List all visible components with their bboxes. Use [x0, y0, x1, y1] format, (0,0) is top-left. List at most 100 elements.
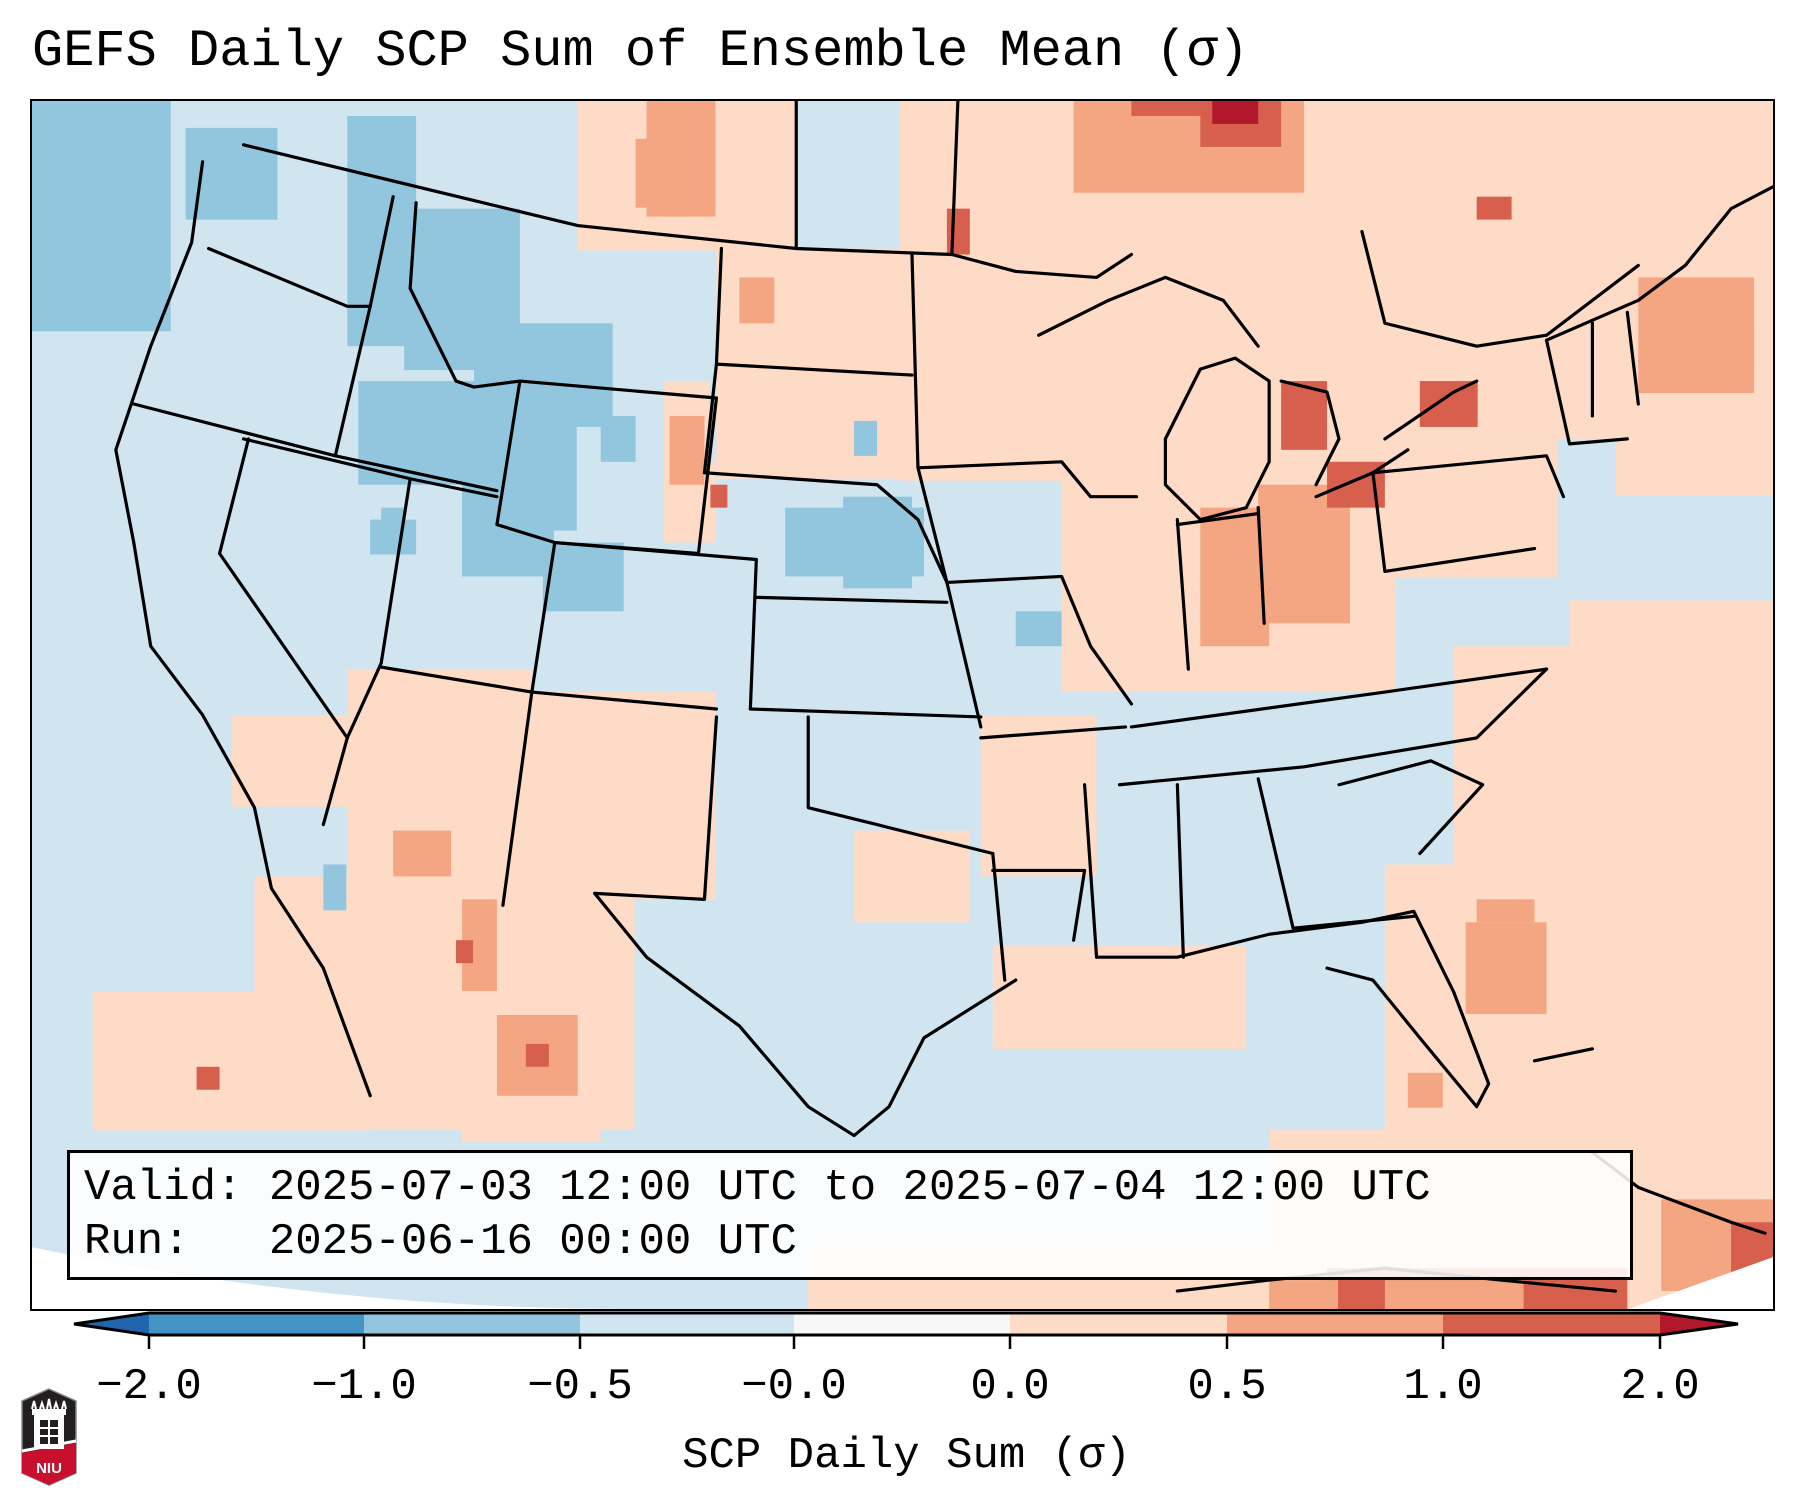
raster-cell: [1015, 611, 1062, 647]
raster-cell: [843, 496, 912, 589]
colorbar-tick-label: −0.0: [741, 1362, 847, 1412]
boundary-line: [593, 715, 719, 901]
boundary-line: [979, 725, 1128, 740]
map-canvas: [32, 101, 1773, 1309]
raster-cell: [669, 415, 705, 485]
colorbar-bin: [149, 1313, 364, 1335]
map-panel: [30, 99, 1775, 1311]
raster-cell: [196, 1066, 220, 1090]
boundary-line: [1383, 379, 1479, 441]
raster-cell: [231, 714, 348, 807]
raster-cell: [1708, 1095, 1773, 1212]
boundary-line: [1625, 310, 1640, 406]
boundary-line: [910, 252, 983, 729]
raster-cell: [1407, 1072, 1443, 1108]
boundary-line: [1360, 229, 1640, 348]
boundary-line: [1175, 783, 1185, 959]
boundary-line: [916, 460, 1139, 499]
raster-cell: [854, 420, 878, 456]
colorbar-tick-label: 0.5: [1187, 1362, 1267, 1412]
raster-cell: [600, 415, 636, 462]
boundary-line: [1175, 518, 1190, 671]
raster-cell: [462, 484, 554, 577]
boundary-line: [1256, 506, 1266, 625]
boundary-line: [1544, 338, 1629, 446]
boundary-line: [1129, 667, 1549, 729]
colorbar-bin: [364, 1313, 580, 1335]
raster-cell: [370, 519, 417, 555]
raster-cell: [1281, 381, 1328, 450]
raster-cell: [1419, 381, 1478, 427]
colorbar-tick-label: −0.5: [527, 1362, 633, 1412]
raster-cell: [525, 1043, 549, 1067]
colorbar-tick-label: −1.0: [311, 1362, 417, 1412]
boundary-line: [321, 477, 412, 827]
boundary-line: [553, 540, 758, 711]
boundary-line: [333, 195, 395, 458]
colorbar-extend-max: [1660, 1313, 1738, 1335]
colorbar-outline: [73, 1311, 1739, 1337]
boundary-line: [1371, 471, 1537, 574]
boundary-line: [1279, 379, 1341, 487]
boundary-line: [806, 715, 995, 856]
colorbar-bin: [1227, 1313, 1443, 1335]
niu-logo-icon: NIU: [21, 1388, 77, 1486]
boundary-line: [1175, 512, 1260, 527]
boundary-line: [714, 362, 914, 377]
boundary-line: [1371, 454, 1566, 499]
raster-cell: [710, 484, 728, 508]
boundary-line: [1117, 667, 1549, 787]
raster-cell: [1638, 669, 1773, 808]
colorbar-tick-label: 1.0: [1403, 1362, 1483, 1412]
boundary-line: [1082, 783, 1099, 959]
colorbar-extend-min: [74, 1313, 149, 1335]
raster-cell: [507, 692, 716, 900]
raster-cell: [1038, 277, 1385, 462]
boundary-line: [702, 471, 949, 585]
valid-run-info-box: Valid: 2025-07-03 12:00 UTC to 2025-07-0…: [67, 1150, 1633, 1280]
off-domain-area: [1628, 1257, 1773, 1309]
boundary-line: [379, 665, 719, 711]
raster-cell: [739, 277, 775, 324]
boundary-line: [1037, 275, 1260, 348]
colorbar-bin: [1443, 1313, 1660, 1335]
raster-cell: [635, 138, 671, 208]
raster-cell: [1212, 101, 1259, 124]
colorbar-label: SCP Daily Sum (σ): [682, 1431, 1131, 1481]
valid-time-text: Valid: 2025-07-03 12:00 UTC to 2025-07-0…: [84, 1163, 1431, 1213]
raster-cell: [854, 830, 970, 923]
chart-title: GEFS Daily SCP Sum of Ensemble Mean (σ): [32, 22, 1249, 81]
boundary-line: [217, 437, 349, 740]
raster-cell: [150, 1014, 290, 1084]
boundary-line: [748, 707, 983, 719]
boundary-line: [1337, 759, 1485, 856]
raster-cell: [542, 542, 624, 612]
boundary-line: [114, 160, 372, 1098]
boundary-line: [408, 201, 522, 389]
raster-cell: [946, 208, 970, 255]
boundary-line: [206, 246, 372, 308]
colorbar-tick-label: −2.0: [96, 1362, 202, 1412]
boundary-line: [754, 595, 949, 604]
raster-cell: [323, 864, 347, 911]
raster-cell: [1384, 1280, 1524, 1309]
run-time-text: Run: 2025-06-16 00:00 UTC: [84, 1217, 797, 1267]
raster-cell: [980, 714, 1097, 877]
colorbar-tick-label: 2.0: [1620, 1362, 1700, 1412]
boundary-line: [945, 574, 1134, 706]
colorbar-bin: [794, 1313, 1010, 1335]
raster-cell: [1372, 438, 1558, 578]
raster-cell: [1200, 507, 1270, 647]
state-boundaries: [114, 101, 1773, 1293]
raster-cell: [1258, 484, 1350, 624]
boundary-line: [593, 891, 1018, 1138]
boundary-line: [1544, 185, 1773, 342]
raster-cell: [1269, 1280, 1338, 1309]
raster-cell: [1476, 196, 1512, 220]
raster-cell: [81, 115, 151, 278]
raster-cell: [1476, 899, 1535, 923]
boundary-line: [1094, 909, 1491, 1109]
boundary-line: [950, 252, 1134, 280]
boundary-line: [1163, 356, 1271, 522]
raster-cell: [456, 940, 473, 964]
